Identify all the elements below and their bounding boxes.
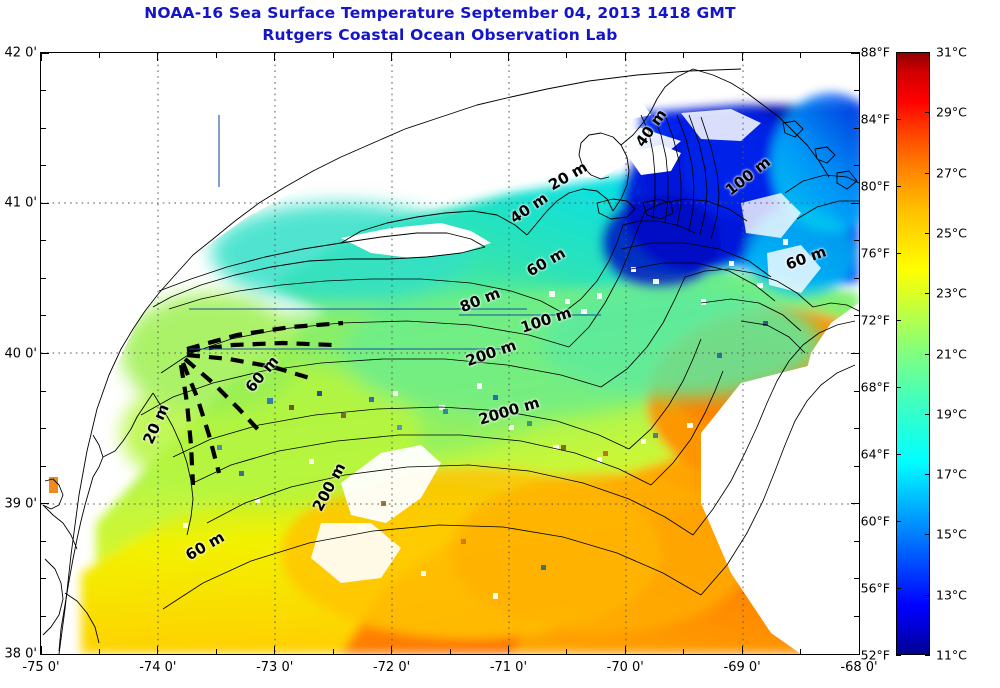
colorbar-tick-c: [925, 52, 930, 53]
x-axis-label: -73 0': [256, 660, 294, 675]
colorbar-label-celsius: 19°C: [936, 406, 967, 422]
map-plot-area: 20 m 40 m 60 m 80 m 100 m 200 m 2000 m 60 m 100 …: [40, 52, 860, 655]
colorbar-tick-c: [925, 353, 930, 355]
x-axis-label: -72 0': [372, 660, 411, 675]
colorbar-tick-f: [896, 119, 901, 120]
colorbar-tick-c: [925, 172, 930, 174]
colorbar-label-celsius: 23°C: [936, 285, 967, 301]
coastline: [42, 68, 858, 654]
y-axis-label: 38 0': [4, 646, 37, 662]
colorbar-tick-f: [896, 186, 901, 187]
y-axis-label: 41 0': [4, 195, 37, 211]
colorbar-tick-f: [896, 253, 901, 254]
colorbar: 88°F 84°F 80°F 76°F 72°F 68°F 64°F 60°F 56°F 52°F…: [861, 45, 967, 663]
y-axis-label: 39 0': [4, 496, 37, 512]
sst-raster: [41, 53, 859, 654]
colorbar-label-fahrenheit: 76°F: [860, 245, 890, 261]
colorbar-tick-f: [896, 521, 901, 522]
y-axis-label: 42 0': [4, 45, 37, 61]
colorbar-label-fahrenheit: 60°F: [860, 513, 890, 529]
colorbar-label-fahrenheit: 84°F: [860, 111, 890, 127]
colorbar-label-celsius: 25°C: [936, 225, 967, 241]
x-axis-label: -71 0': [489, 660, 528, 675]
colorbar-label-celsius: 31°C: [936, 44, 967, 60]
colorbar-label-fahrenheit: 80°F: [860, 178, 890, 194]
colorbar-tick-f: [896, 655, 901, 656]
x-axis-label: -75 0': [22, 660, 60, 675]
colorbar-tick-f: [896, 52, 901, 53]
x-axis-label: -74 0': [139, 660, 177, 675]
page-title: NOAA-16 Sea Surface Temperature Septembe…: [144, 4, 736, 22]
colorbar-label-celsius: 15°C: [936, 526, 967, 542]
colorbar-label-fahrenheit: 68°F: [860, 379, 890, 395]
colorbar-gradient: [896, 52, 930, 655]
colorbar-tick-f: [896, 320, 901, 321]
colorbar-label-celsius: 13°C: [936, 587, 967, 603]
y-axis-label: 40 0': [4, 346, 37, 361]
colorbar-label-fahrenheit: 56°F: [860, 580, 890, 596]
colorbar-label-fahrenheit: 88°F: [860, 44, 890, 60]
colorbar-tick-c: [925, 413, 930, 415]
colorbar-label-celsius: 27°C: [936, 165, 967, 181]
transect-lines: [178, 320, 344, 486]
colorbar-label-celsius: 29°C: [936, 104, 967, 120]
colorbar-tick-f: [896, 454, 901, 455]
x-axis-label: -70 0': [606, 660, 644, 675]
colorbar-label-fahrenheit: 72°F: [860, 312, 890, 328]
colorbar-tick-c: [925, 474, 930, 476]
colorbar-tick-f: [896, 588, 901, 589]
blue-track-lines: [189, 115, 601, 350]
colorbar-label-fahrenheit: 52°F: [860, 647, 890, 663]
colorbar-label-celsius: 21°C: [936, 346, 967, 361]
page-subtitle: Rutgers Coastal Ocean Observation Lab: [262, 26, 618, 44]
lat-lon-grid: [41, 53, 859, 654]
colorbar-label-celsius: 11°C: [936, 647, 967, 663]
colorbar-tick-c: [925, 112, 930, 114]
colorbar-tick-c: [925, 655, 930, 656]
colorbar-tick-c: [925, 594, 930, 596]
colorbar-tick-f: [896, 387, 901, 388]
colorbar-label-fahrenheit: 64°F: [860, 446, 890, 462]
colorbar-tick-c: [925, 534, 930, 536]
sst-raster-container: 20 m 40 m 60 m 80 m 100 m 200 m 2000 m 60 m 100 …: [41, 53, 859, 654]
colorbar-label-celsius: 17°C: [936, 466, 967, 482]
colorbar-tick-c: [925, 232, 930, 234]
colorbar-tick-c: [925, 293, 930, 295]
x-axis-label: -69 0': [723, 660, 761, 675]
